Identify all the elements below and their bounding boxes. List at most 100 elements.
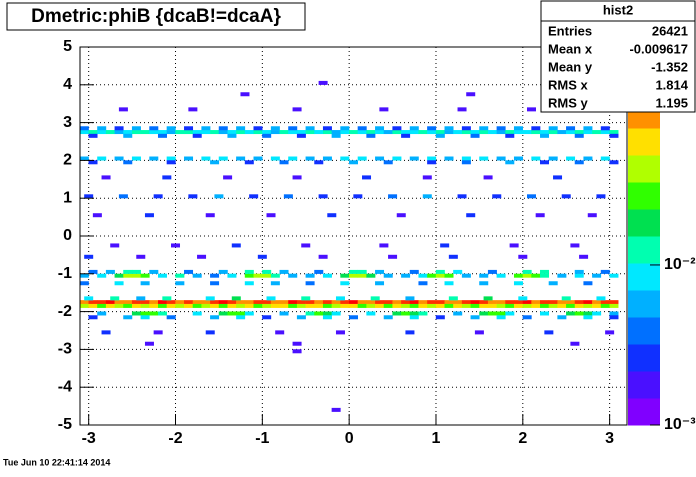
cell	[470, 130, 480, 135]
cell	[262, 300, 272, 305]
cell	[88, 133, 98, 138]
cell	[236, 315, 246, 320]
cell	[296, 133, 306, 138]
cell	[435, 300, 445, 305]
cell	[592, 311, 602, 316]
cell	[296, 300, 306, 305]
cell	[392, 126, 402, 131]
cell	[366, 311, 376, 316]
cell	[409, 130, 419, 135]
cell	[444, 303, 454, 308]
cell	[531, 156, 541, 161]
cell	[379, 243, 389, 248]
cell	[609, 133, 619, 138]
cell	[305, 300, 315, 305]
cell	[305, 126, 315, 131]
cell	[444, 130, 454, 135]
colorbar-segment	[628, 317, 660, 345]
cell	[123, 315, 133, 320]
cell	[435, 269, 445, 274]
cell	[331, 300, 341, 305]
cell	[275, 330, 285, 335]
cell	[305, 303, 315, 308]
cell	[166, 130, 176, 135]
cell	[279, 311, 289, 316]
cell	[149, 126, 159, 131]
cell	[557, 273, 567, 278]
cell	[600, 269, 610, 274]
stats-label: RMS y	[548, 95, 589, 110]
cell	[84, 194, 94, 199]
cell	[79, 130, 89, 135]
cell	[453, 269, 463, 274]
cell	[110, 243, 120, 248]
cell	[105, 130, 115, 135]
cell	[357, 273, 367, 278]
cell	[453, 303, 463, 308]
cell	[566, 156, 576, 161]
cell	[548, 156, 558, 161]
cell	[205, 213, 215, 218]
cell	[101, 175, 111, 180]
cell	[522, 303, 532, 308]
cell	[92, 213, 102, 218]
x-tick-label: -2	[168, 430, 182, 447]
cell	[140, 311, 150, 316]
cell	[444, 273, 454, 278]
cell	[596, 296, 606, 301]
cell	[79, 156, 89, 161]
cell	[513, 126, 523, 131]
cell	[257, 254, 267, 259]
cell	[526, 107, 536, 112]
cell	[97, 130, 107, 135]
cell	[566, 311, 576, 316]
cell	[362, 175, 372, 180]
cell	[383, 273, 393, 278]
cell	[192, 133, 202, 138]
cell	[231, 243, 241, 248]
stats-value: 1.814	[655, 77, 688, 92]
cell	[322, 273, 332, 278]
cell	[175, 300, 185, 305]
cell	[123, 130, 133, 135]
plot-area	[79, 46, 627, 426]
cell	[314, 303, 324, 308]
cell	[296, 130, 306, 135]
cell	[487, 311, 497, 316]
cell	[600, 156, 610, 161]
cell	[453, 130, 463, 135]
cell	[149, 130, 159, 135]
cell	[592, 303, 602, 308]
cell	[566, 300, 576, 305]
cell	[292, 341, 302, 346]
cell	[288, 126, 298, 131]
cell	[266, 296, 276, 301]
cell	[496, 130, 506, 135]
cell	[505, 303, 515, 308]
cell	[192, 303, 202, 308]
cell	[375, 269, 385, 274]
cell	[427, 156, 437, 161]
cell	[531, 300, 541, 305]
cell	[375, 281, 385, 286]
cell	[171, 243, 181, 248]
cell	[244, 311, 254, 316]
stats-title: hist2	[603, 2, 633, 17]
colorbar-segment	[628, 128, 660, 156]
cell	[435, 303, 445, 308]
cell	[466, 92, 476, 97]
cell	[518, 296, 528, 301]
cell	[513, 156, 523, 161]
cell	[418, 300, 428, 305]
cell	[357, 269, 367, 274]
frame	[79, 46, 628, 426]
cell	[318, 194, 328, 199]
cell	[435, 133, 445, 138]
cell	[461, 130, 471, 135]
cell	[409, 300, 419, 305]
cell	[375, 300, 385, 305]
cell	[270, 156, 280, 161]
cell	[210, 303, 220, 308]
cell	[123, 269, 133, 274]
